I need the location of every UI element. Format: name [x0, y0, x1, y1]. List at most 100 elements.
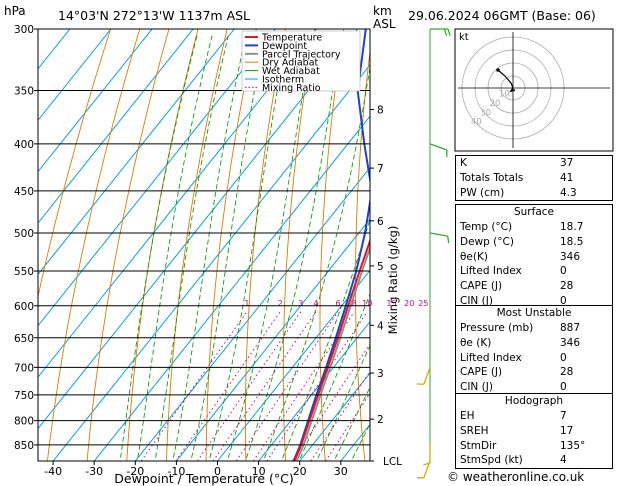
- legend-entry: Dewpoint: [262, 41, 307, 52]
- mixing-ratio-label: 6: [335, 299, 340, 308]
- isotherm-line: [38, 29, 317, 378]
- index-row-value: 37: [560, 157, 574, 169]
- most-unstable-row-label: Lifted Index: [460, 351, 522, 364]
- mixing-ratio-line: [235, 311, 339, 461]
- most-unstable-row-value: 0: [560, 381, 567, 394]
- most-unstable-row-label: CIN (J): [460, 381, 493, 394]
- surface-row: Temp (°C) 18.7: [456, 220, 612, 235]
- isotherm-line: [299, 372, 370, 461]
- dry-adiabat-line: [244, 29, 286, 461]
- dry-adiabat-line: [319, 29, 345, 461]
- surface-row-label: θe(K): [460, 250, 488, 263]
- isotherm-line: [93, 115, 370, 461]
- surface-row-value: 0: [560, 294, 567, 307]
- isotherm-line: [52, 64, 370, 461]
- surface-row-label: Lifted Index: [460, 265, 522, 278]
- most-unstable-row-value: 28: [560, 366, 574, 379]
- hodograph-row-value: 4: [560, 454, 567, 467]
- index-row-value: 41: [560, 171, 574, 184]
- hodograph-row: EH 7: [456, 409, 612, 424]
- parcel-trajectory-line: [295, 245, 370, 461]
- hodograph-row-label: EH: [460, 410, 475, 422]
- wet-adiabat-line: [136, 35, 213, 461]
- pressure-tick-label: 800: [14, 416, 34, 428]
- most-unstable-table: Most Unstable Pressure (mb) 887 θe (K) 346 L…: [455, 305, 613, 396]
- pressure-tick-label: 600: [14, 301, 34, 313]
- mixing-ratio-label: 8: [352, 299, 357, 308]
- isotherm-line: [38, 29, 235, 276]
- hodograph-table-title: Hodograph: [504, 395, 564, 407]
- most-unstable-row: CIN (J) 0: [456, 380, 612, 395]
- legend-entry: Parcel Trajectory: [262, 49, 341, 60]
- surface-row: Lifted Index 0: [456, 264, 612, 279]
- mixing-ratio-line: [266, 311, 368, 461]
- mixing-ratio-line: [196, 311, 302, 461]
- wind-barb-staff: [429, 232, 448, 237]
- mixing-ratio-label: 1: [244, 299, 249, 308]
- isotherm-line: [176, 218, 370, 461]
- temp-tick-label: -40: [44, 465, 62, 478]
- most-unstable-row-label: CAPE (J): [460, 366, 503, 379]
- hodograph-row-value: 135°: [560, 439, 586, 452]
- isotherm-line: [38, 29, 358, 430]
- km-tick-label: LCL: [383, 456, 402, 468]
- dry-adiabat-line: [86, 29, 170, 461]
- pressure-unit-label: hPa: [4, 4, 26, 18]
- isotherm-line: [38, 29, 194, 224]
- mixing-ratio-line: [175, 311, 281, 461]
- surface-row-value: 28: [560, 280, 574, 293]
- isotherm-line: [217, 269, 370, 461]
- hodograph-table: Hodograph EH 7 SREH 17 StmDir 135° StmSpd (kt)…: [455, 393, 613, 470]
- index-row-value: 4.3: [560, 186, 577, 199]
- wind-barb-flag: [447, 236, 450, 244]
- legend-entry: Mixing Ratio: [262, 83, 321, 94]
- hodograph-trace: [497, 69, 514, 89]
- wind-barb-flag: [443, 28, 448, 36]
- pressure-tick-label: 850: [14, 440, 34, 452]
- dry-adiabat-line: [46, 29, 141, 461]
- indices-table: K 37 Totals Totals 41 PW (cm) 4.3: [455, 155, 613, 202]
- wind-barb-staff: [423, 367, 431, 385]
- hodograph-unit: kt: [459, 32, 469, 43]
- temperature-line: [293, 238, 370, 461]
- hodograph-row-value: 7: [560, 410, 567, 422]
- mixing-ratio-axis-title: Mixing Ratio (g/kg): [386, 226, 400, 335]
- mixing-ratio-label: 15: [386, 299, 396, 308]
- pressure-tick-label: 750: [14, 390, 34, 402]
- hodograph-ring-label: 20: [490, 99, 501, 109]
- most-unstable-row-label: Pressure (mb): [460, 322, 534, 334]
- isotherm-line: [258, 320, 370, 461]
- run-datetime: 29.06.2024 06GMT (Base: 06): [408, 8, 596, 23]
- surface-row-label: Temp (°C): [460, 221, 513, 233]
- wet-adiabat-line: [333, 386, 370, 461]
- temp-tick-label: 0: [214, 465, 221, 478]
- most-unstable-row: CAPE (J) 28: [456, 365, 612, 380]
- legend-box: [241, 30, 361, 92]
- km-tick-label: 7: [377, 163, 384, 175]
- isotherm-line: [38, 29, 112, 122]
- hodograph-row: SREH 17: [456, 424, 612, 439]
- km-tick-label: 6: [377, 216, 384, 228]
- most-unstable-row-value: 887: [560, 322, 581, 334]
- mixing-ratio-line: [140, 311, 248, 461]
- most-unstable-row-label: θe (K): [460, 336, 492, 349]
- index-row: PW (cm) 4.3: [456, 186, 612, 201]
- km-unit-label: km: [373, 4, 392, 18]
- surface-row-label: Dewp (°C): [460, 235, 514, 248]
- temp-tick-label: -10: [167, 465, 185, 478]
- surface-row: CAPE (J) 28: [456, 279, 612, 294]
- wind-barb-staff: [429, 143, 448, 151]
- legend-entry: Wet Adiabat: [262, 66, 320, 77]
- isotherm-line: [134, 166, 370, 461]
- most-unstable-row: Lifted Index 0: [456, 351, 612, 366]
- hodograph-row-value: 17: [560, 424, 574, 437]
- pressure-tick-label: 300: [14, 24, 34, 36]
- mixing-ratio-line: [325, 392, 370, 461]
- surface-row-value: 18.5: [560, 235, 584, 248]
- dry-adiabat-line: [126, 29, 199, 461]
- pressure-tick-label: 650: [14, 333, 34, 345]
- dry-adiabat-line: [38, 29, 112, 299]
